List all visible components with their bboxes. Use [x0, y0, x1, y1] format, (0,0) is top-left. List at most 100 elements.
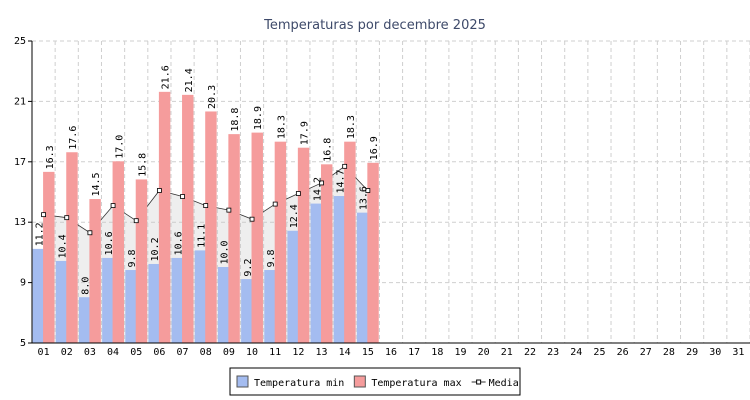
y-tick-label: 5 — [20, 338, 26, 349]
x-tick-label: 22 — [524, 347, 536, 358]
y-tick-label: 9 — [20, 278, 26, 289]
x-tick-label: 14 — [339, 347, 351, 358]
bar — [158, 91, 171, 344]
data-label: 15.8 — [137, 153, 148, 177]
marker — [272, 201, 278, 207]
data-label: 10.2 — [150, 237, 161, 261]
data-label: 10.6 — [173, 231, 184, 255]
x-tick-label: 21 — [501, 347, 513, 358]
data-label: 9.2 — [243, 259, 254, 277]
data-label: 21.4 — [184, 68, 195, 92]
bar — [241, 279, 253, 344]
marker — [156, 188, 162, 193]
data-label: 11.2 — [34, 222, 45, 246]
x-tick-label: 17 — [408, 347, 420, 358]
bar — [78, 297, 91, 344]
data-label: 17.6 — [68, 126, 79, 150]
data-label: 11.1 — [196, 224, 207, 248]
bar — [228, 134, 240, 344]
data-label: 18.3 — [346, 115, 357, 139]
data-label: 9.8 — [127, 249, 138, 267]
bar — [297, 147, 310, 344]
x-tick-label: 20 — [478, 347, 490, 358]
bar — [89, 199, 101, 344]
legend-label: Media — [489, 378, 519, 389]
marker — [133, 218, 139, 224]
bar — [333, 196, 346, 344]
x-tick-label: 28 — [663, 347, 675, 358]
data-label: 12.4 — [289, 204, 300, 228]
bar — [356, 212, 369, 344]
x-tick-label: 24 — [570, 347, 582, 358]
x-tick-label: 11 — [269, 347, 281, 358]
legend-swatch — [353, 375, 366, 388]
marker — [365, 188, 371, 193]
bar — [55, 260, 68, 344]
legend-marker — [476, 379, 482, 385]
bar — [182, 94, 194, 344]
bar — [194, 250, 207, 344]
bar — [171, 257, 184, 344]
x-tick-label: 29 — [686, 347, 698, 358]
marker — [342, 163, 348, 169]
marker — [319, 180, 324, 186]
x-tick-label: 06 — [153, 347, 165, 358]
data-label: 10.6 — [104, 231, 115, 255]
y-tick-label: 17 — [14, 157, 26, 168]
bar — [217, 267, 230, 344]
x-tick-label: 12 — [292, 347, 304, 358]
bar — [148, 263, 160, 344]
bar — [287, 230, 299, 344]
data-label: 16.8 — [323, 138, 334, 162]
legend-swatch — [236, 375, 249, 388]
x-tick-label: 18 — [431, 347, 443, 358]
bar — [32, 248, 45, 344]
marker — [180, 194, 185, 199]
marker — [226, 207, 232, 213]
marker — [249, 216, 255, 222]
bar — [310, 203, 323, 344]
x-tick-label: 25 — [593, 347, 605, 358]
data-label: 20.3 — [207, 85, 218, 109]
bar — [251, 132, 263, 344]
x-tick-label: 07 — [177, 347, 189, 358]
data-label: 14.7 — [335, 169, 346, 193]
y-tick-label: 13 — [14, 217, 26, 228]
marker — [110, 203, 116, 208]
data-label: 16.9 — [369, 136, 380, 160]
bar — [274, 141, 287, 344]
data-label: 14.2 — [312, 177, 323, 201]
legend-label: Temperatura min — [254, 378, 344, 389]
x-tick-label: 05 — [130, 347, 142, 358]
data-label: 16.3 — [45, 145, 56, 169]
x-tick-label: 16 — [385, 347, 397, 358]
data-label: 9.8 — [266, 249, 277, 267]
x-tick-label: 23 — [547, 347, 559, 358]
data-label: 18.8 — [230, 108, 241, 132]
marker — [203, 203, 209, 208]
data-label: 13.6 — [359, 186, 370, 210]
bar — [43, 171, 55, 344]
x-tick-label: 10 — [246, 347, 258, 358]
x-tick-label: 01 — [38, 347, 50, 358]
marker — [41, 212, 46, 218]
x-tick-label: 15 — [362, 347, 374, 358]
marker — [295, 191, 301, 196]
data-label: 14.5 — [91, 172, 102, 196]
data-label: 18.3 — [276, 115, 287, 139]
data-label: 10.0 — [220, 240, 231, 264]
data-label: 21.6 — [161, 65, 172, 89]
data-label: 10.4 — [58, 234, 69, 258]
x-tick-label: 31 — [732, 347, 744, 358]
bar — [264, 270, 276, 344]
y-tick-label: 25 — [14, 36, 26, 47]
y-tick-label: 21 — [14, 96, 26, 107]
chart-title: Temperaturas por decembre 2025 — [263, 18, 486, 33]
x-tick-label: 26 — [617, 347, 629, 358]
x-tick-label: 19 — [454, 347, 466, 358]
x-tick-label: 30 — [709, 347, 721, 358]
x-tick-label: 02 — [61, 347, 73, 358]
x-tick-label: 04 — [107, 347, 119, 358]
data-label: 18.9 — [253, 106, 264, 130]
